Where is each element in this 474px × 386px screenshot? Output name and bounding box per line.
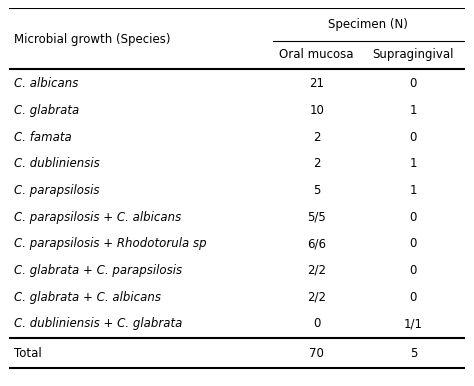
Text: 21: 21 <box>309 77 324 90</box>
Text: 1: 1 <box>410 157 417 170</box>
Text: C. parapsilosis + C. albicans: C. parapsilosis + C. albicans <box>14 211 181 223</box>
Text: 0: 0 <box>410 264 417 277</box>
Text: 0: 0 <box>410 237 417 250</box>
Text: C. dubliniensis: C. dubliniensis <box>14 157 100 170</box>
Text: 70: 70 <box>309 347 324 360</box>
Text: 2/2: 2/2 <box>307 264 326 277</box>
Text: 2/2: 2/2 <box>307 291 326 304</box>
Text: Total: Total <box>14 347 42 360</box>
Text: C. glabrata + C. parapsilosis: C. glabrata + C. parapsilosis <box>14 264 182 277</box>
Text: C. glabrata + C. albicans: C. glabrata + C. albicans <box>14 291 161 304</box>
Text: Oral mucosa: Oral mucosa <box>279 47 354 61</box>
Text: 1: 1 <box>410 184 417 197</box>
Text: C. albicans: C. albicans <box>14 77 78 90</box>
Text: 0: 0 <box>410 211 417 223</box>
Text: C. parapsilosis + Rhodotorula sp: C. parapsilosis + Rhodotorula sp <box>14 237 207 250</box>
Text: 5: 5 <box>410 347 417 360</box>
Text: Supragingival: Supragingival <box>373 47 454 61</box>
Text: 0: 0 <box>410 77 417 90</box>
Text: C. glabrata: C. glabrata <box>14 104 79 117</box>
Text: 1/1: 1/1 <box>404 317 423 330</box>
Text: Microbial growth (Species): Microbial growth (Species) <box>14 33 171 46</box>
Text: 1: 1 <box>410 104 417 117</box>
Text: C. parapsilosis: C. parapsilosis <box>14 184 100 197</box>
Text: 6/6: 6/6 <box>307 237 326 250</box>
Text: 2: 2 <box>313 130 320 144</box>
Text: 2: 2 <box>313 157 320 170</box>
Text: 5/5: 5/5 <box>307 211 326 223</box>
Text: 0: 0 <box>410 291 417 304</box>
Text: 0: 0 <box>313 317 320 330</box>
Text: C. dubliniensis + C. glabrata: C. dubliniensis + C. glabrata <box>14 317 182 330</box>
Text: C. famata: C. famata <box>14 130 72 144</box>
Text: 0: 0 <box>410 130 417 144</box>
Text: 5: 5 <box>313 184 320 197</box>
Text: Specimen (N): Specimen (N) <box>328 18 408 31</box>
Text: 10: 10 <box>309 104 324 117</box>
